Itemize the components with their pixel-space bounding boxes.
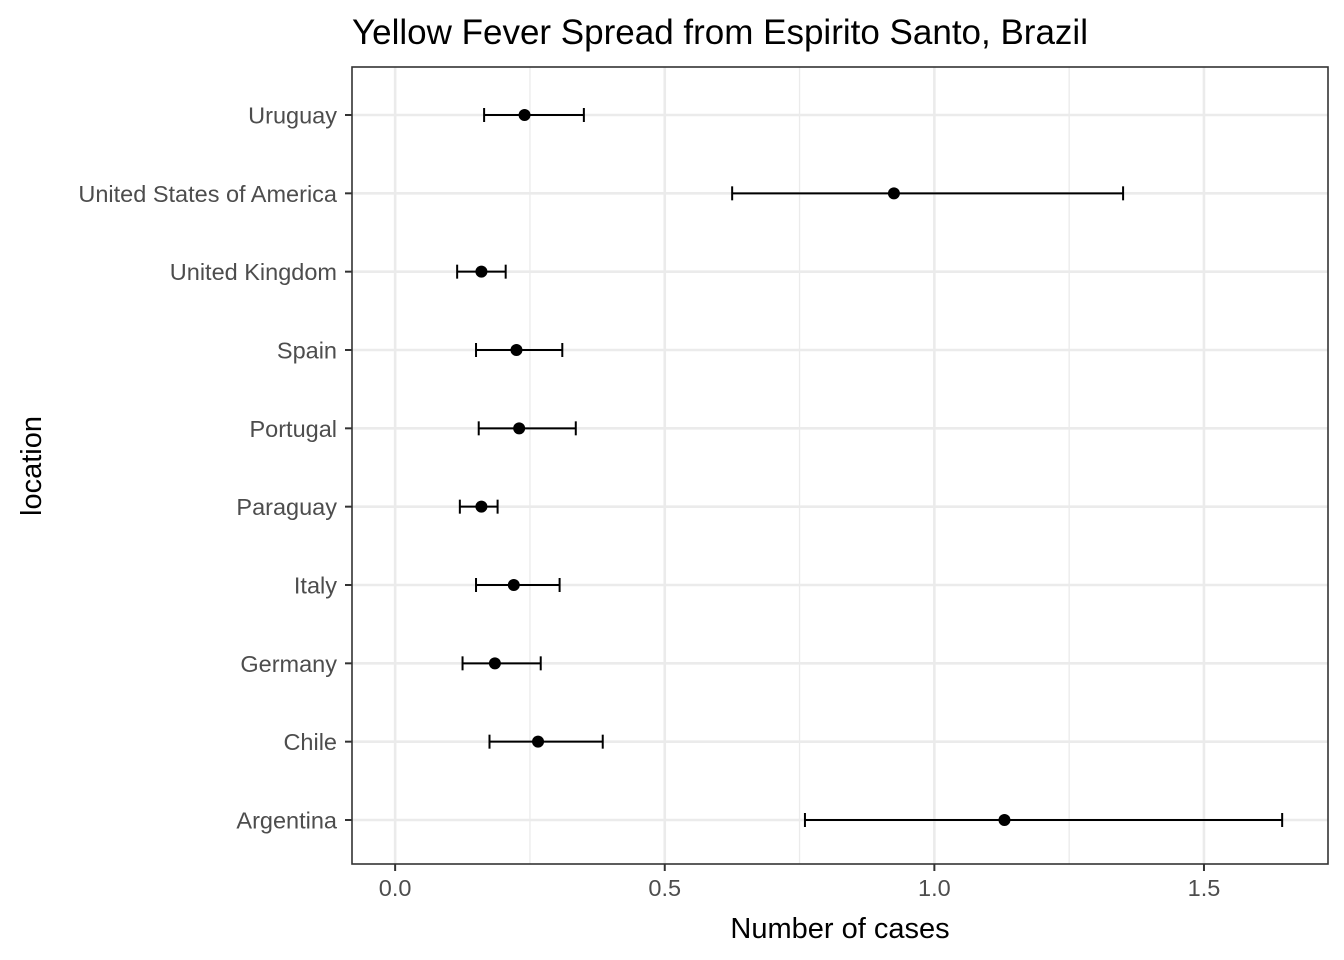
data-point bbox=[488, 657, 501, 670]
data-point bbox=[475, 500, 488, 513]
y-axis-title: location bbox=[16, 416, 48, 516]
error-bar-germany bbox=[461, 656, 542, 671]
chart-title: Yellow Fever Spread from Espirito Santo,… bbox=[352, 13, 1088, 52]
error-bar-united-kingdom bbox=[456, 264, 507, 279]
error-bar-uruguay bbox=[483, 108, 585, 122]
y-tick-label: United States of America bbox=[78, 181, 338, 207]
data-point bbox=[513, 422, 526, 435]
x-tick-label: 0.0 bbox=[379, 875, 412, 901]
data-point bbox=[475, 265, 488, 278]
x-tick-label: 1.5 bbox=[1188, 875, 1221, 901]
y-tick-label: Uruguay bbox=[248, 103, 337, 129]
data-point bbox=[998, 814, 1011, 826]
panel-border bbox=[351, 66, 1329, 865]
data-point bbox=[507, 579, 520, 591]
data-point bbox=[518, 109, 531, 121]
y-tick-label: Paraguay bbox=[236, 494, 337, 520]
data-point bbox=[887, 187, 900, 200]
error-bar-portugal bbox=[477, 421, 577, 436]
axes: 0.0 0.5 1.0 1.5 Argentina Chile Germany Italy Pa… bbox=[78, 103, 1220, 902]
data-point bbox=[532, 735, 545, 748]
y-tick-label: Germany bbox=[240, 651, 337, 677]
data-point bbox=[510, 344, 523, 356]
y-tick-label: Italy bbox=[294, 573, 337, 599]
error-bar-spain bbox=[475, 343, 564, 357]
y-tick-label: Chile bbox=[283, 729, 337, 755]
x-axis-title: Number of cases bbox=[730, 913, 949, 945]
data-layer bbox=[456, 108, 1284, 827]
y-tick-label: Argentina bbox=[236, 808, 338, 834]
y-tick-label: Spain bbox=[277, 338, 337, 364]
error-bar-argentina bbox=[803, 813, 1284, 827]
error-bar-united-states-of-america bbox=[731, 186, 1125, 201]
grid-lines bbox=[352, 67, 1328, 864]
x-tick-label: 0.5 bbox=[648, 875, 681, 901]
y-tick-label: United Kingdom bbox=[170, 259, 337, 285]
x-tick-label: 1.0 bbox=[918, 875, 951, 901]
error-bar-chile bbox=[488, 734, 604, 749]
y-tick-label: Portugal bbox=[249, 416, 337, 442]
error-bar-paraguay bbox=[458, 499, 499, 514]
error-bar-italy bbox=[475, 578, 561, 592]
